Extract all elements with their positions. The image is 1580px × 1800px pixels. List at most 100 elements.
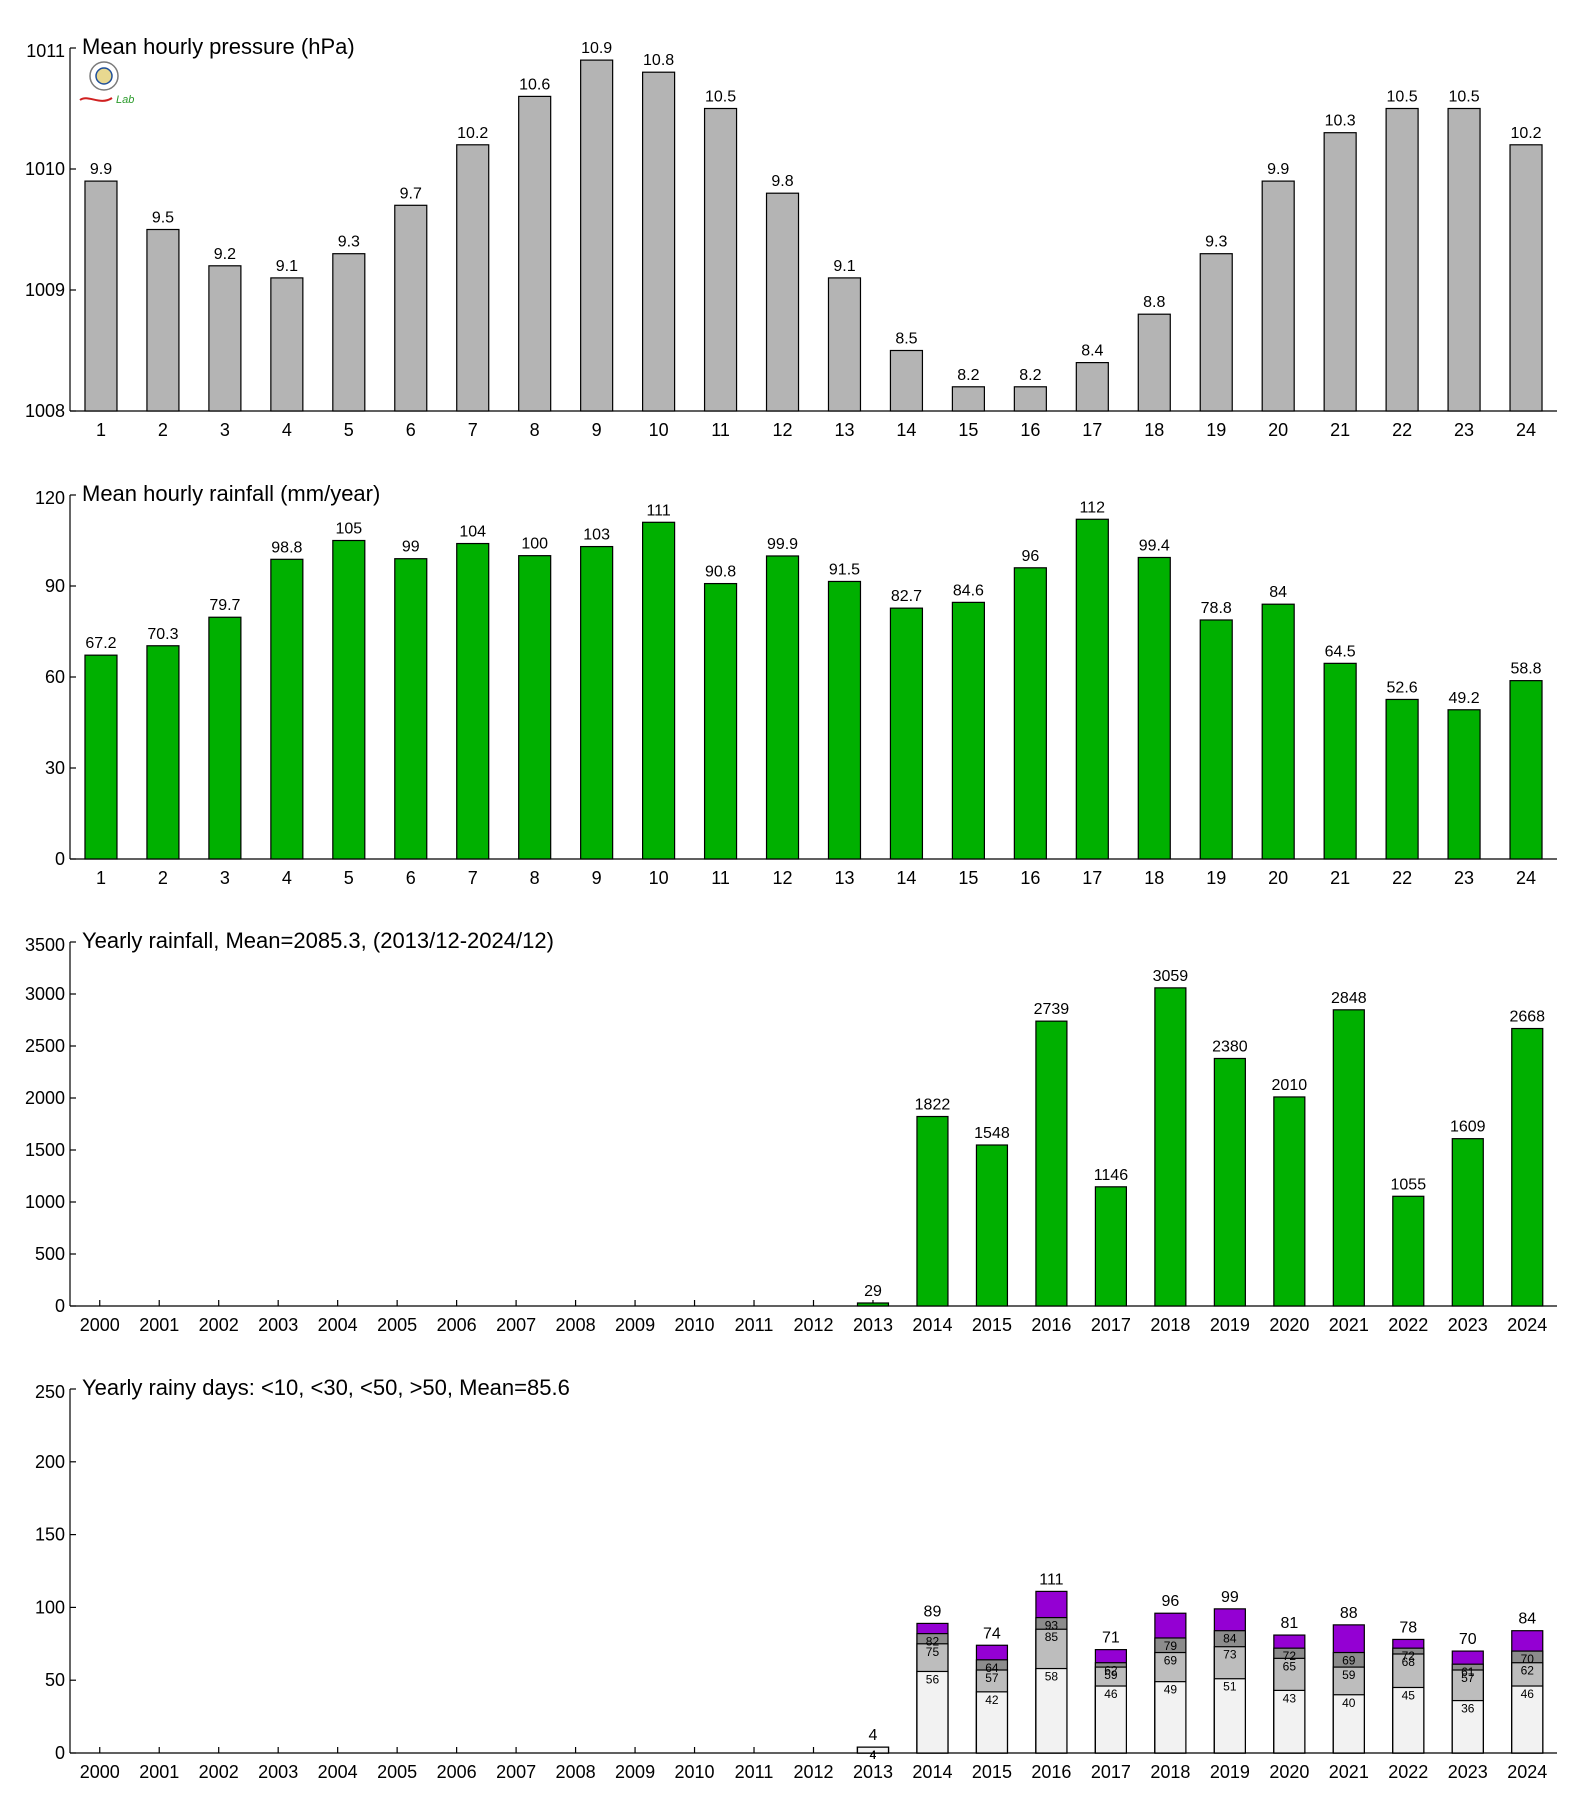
bar	[1075, 518, 1109, 860]
bar	[1511, 1027, 1544, 1307]
stack-segment-lt10	[1273, 1689, 1306, 1754]
value-label: 99	[402, 539, 420, 556]
total-value-label: 74	[983, 1625, 1001, 1642]
segment-label-lt10: 45	[1402, 1688, 1416, 1702]
total-value-label: 84	[1518, 1611, 1536, 1628]
x-tick-label: 4	[282, 420, 292, 440]
value-label: 3059	[1153, 968, 1189, 985]
total-value-label: 89	[924, 1603, 942, 1620]
x-tick-label: 2008	[556, 1762, 596, 1782]
bar	[1392, 1195, 1425, 1307]
value-label: 67.2	[85, 635, 116, 652]
bar	[1137, 556, 1171, 860]
segment-label-lt30: 73	[1223, 1648, 1237, 1662]
y-tick-label: 150	[35, 1525, 65, 1545]
x-tick-label: 2005	[377, 1762, 417, 1782]
x-tick-label: 2003	[258, 1315, 298, 1335]
chart-title: Mean hourly rainfall (mm/year)	[82, 481, 380, 506]
x-tick-label: 2012	[793, 1315, 833, 1335]
y-tick-label: 1008	[25, 401, 65, 421]
value-label: 90.8	[705, 564, 736, 581]
chart-title: Mean hourly pressure (hPa)	[82, 34, 355, 59]
logo-swirl-icon	[79, 97, 113, 102]
bar	[518, 95, 552, 412]
value-label: 9.9	[1267, 161, 1289, 178]
x-tick-label: 2011	[735, 1315, 774, 1335]
value-label: 2848	[1331, 990, 1367, 1007]
value-label: 10.2	[1510, 125, 1541, 142]
x-tick-label: 23	[1454, 420, 1474, 440]
total-value-label: 99	[1221, 1589, 1239, 1606]
bar	[1385, 107, 1419, 412]
value-label: 9.5	[152, 210, 174, 227]
value-label: 103	[583, 527, 610, 544]
x-tick-label: 14	[896, 420, 916, 440]
x-tick-label: 9	[592, 420, 602, 440]
value-label: 10.9	[581, 40, 612, 57]
stack-segment-lt10	[975, 1691, 1009, 1754]
x-tick-label: 2014	[912, 1762, 952, 1782]
bar	[1199, 253, 1233, 412]
bar	[889, 349, 924, 412]
bar	[332, 253, 366, 412]
bar	[1447, 107, 1481, 412]
value-label: 29	[864, 1283, 882, 1300]
stack-segment-lt10	[856, 1746, 890, 1754]
x-tick-label: 2024	[1507, 1315, 1547, 1335]
value-label: 10.5	[1387, 89, 1418, 106]
bar	[642, 521, 676, 860]
value-label: 105	[335, 521, 362, 538]
x-tick-label: 2016	[1031, 1315, 1071, 1335]
value-label: 104	[459, 524, 486, 541]
x-tick-label: 2018	[1150, 1315, 1190, 1335]
y-tick-label: 0	[55, 1296, 65, 1316]
segment-label-lt10: 56	[926, 1672, 940, 1686]
x-tick-label: 15	[958, 868, 978, 888]
value-label: 8.5	[895, 331, 917, 348]
bar	[1509, 144, 1543, 412]
bar	[518, 555, 552, 860]
bar	[1154, 987, 1187, 1307]
value-label: 10.3	[1325, 113, 1356, 130]
total-value-label: 78	[1399, 1619, 1417, 1636]
y-tick-label: 0	[55, 849, 65, 869]
segment-label-lt50: 70	[1521, 1652, 1535, 1666]
bar	[827, 277, 862, 412]
bar	[1509, 680, 1543, 860]
segment-label-lt30: 4	[870, 1748, 877, 1762]
x-tick-label: 2019	[1210, 1762, 1250, 1782]
lab-logo: Lab	[79, 61, 134, 106]
value-label: 98.8	[271, 539, 302, 556]
bar	[1261, 180, 1295, 412]
x-tick-label: 14	[896, 868, 916, 888]
x-tick-label: 2	[158, 420, 168, 440]
x-tick-label: 8	[530, 868, 540, 888]
bar	[1137, 313, 1171, 412]
x-tick-label: 2024	[1507, 1762, 1547, 1782]
x-tick-label: 18	[1144, 868, 1164, 888]
y-tick-label: 30	[45, 758, 65, 778]
chart-title: Yearly rainy days: <10, <30, <50, >50, M…	[82, 1375, 570, 1400]
total-value-label: 88	[1340, 1605, 1358, 1622]
value-label: 9.8	[771, 173, 793, 190]
bar	[1447, 709, 1481, 860]
x-tick-label: 2020	[1269, 1315, 1309, 1335]
x-tick-label: 2013	[853, 1762, 893, 1782]
x-tick-label: 2	[158, 868, 168, 888]
value-label: 9.2	[214, 246, 236, 263]
bar	[889, 607, 924, 860]
x-tick-label: 2014	[912, 1315, 952, 1335]
stack-segment-lt10	[1094, 1685, 1128, 1754]
segment-label-lt10: 43	[1283, 1691, 1297, 1705]
x-tick-label: 20	[1268, 420, 1288, 440]
total-value-label: 81	[1280, 1615, 1298, 1632]
chart-panel-2: Mean hourly rainfall (mm/year)0306090120…	[35, 481, 1557, 888]
value-label: 2668	[1509, 1009, 1545, 1026]
value-label: 9.9	[90, 161, 112, 178]
segment-label-lt30: 57	[1461, 1671, 1475, 1685]
value-label: 9.1	[276, 258, 298, 275]
x-tick-label: 2005	[377, 1315, 417, 1335]
x-tick-label: 22	[1392, 868, 1412, 888]
segment-label-lt10: 49	[1164, 1683, 1178, 1697]
segment-label-lt50: 69	[1342, 1654, 1356, 1668]
